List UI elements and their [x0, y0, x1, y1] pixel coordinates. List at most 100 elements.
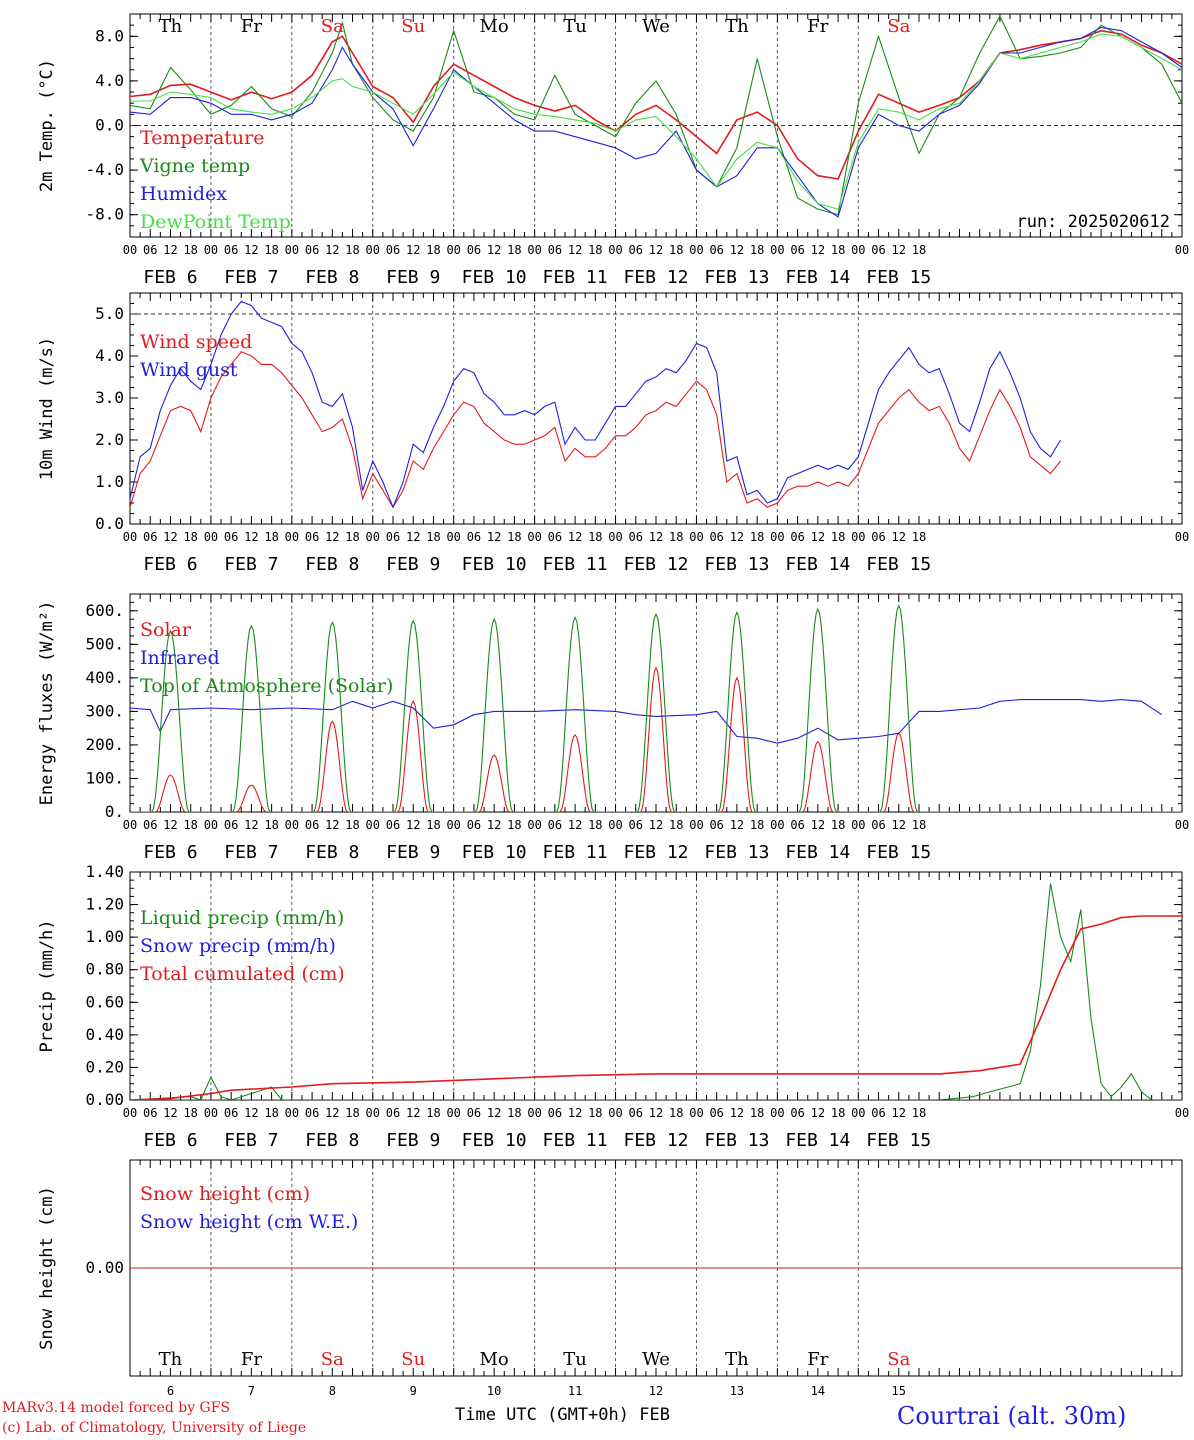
hour-tick-label: 12: [568, 530, 582, 544]
hour-tick-label: 18: [912, 1106, 926, 1120]
hour-tick-label: 12: [406, 243, 420, 257]
hour-tick-label: 00: [366, 243, 380, 257]
hour-tick-label: 06: [386, 1106, 400, 1120]
hour-tick-label: 00: [446, 1106, 460, 1120]
day-number: 11: [568, 1384, 582, 1398]
y-tick-label: 0.0: [95, 116, 124, 135]
hour-tick-label: 12: [244, 818, 258, 832]
plot-frame: [129, 593, 1183, 813]
date-label: FEB 9: [386, 1130, 440, 1151]
hour-tick-label: 06: [709, 1106, 723, 1120]
hour-tick-label: 00: [1175, 243, 1189, 257]
hour-tick-label: 12: [487, 1106, 501, 1120]
hour-tick-label: 18: [912, 530, 926, 544]
date-label: FEB 13: [704, 267, 769, 288]
hour-tick-label: 06: [629, 243, 643, 257]
hour-tick-label: 00: [123, 818, 137, 832]
hour-tick-label: 00: [446, 243, 460, 257]
legend-entry: Wind speed: [140, 331, 252, 353]
legend-entry: Snow height (cm W.E.): [140, 1211, 358, 1233]
hour-tick-label: 06: [629, 530, 643, 544]
weekday-label: Sa: [887, 16, 910, 37]
y-tick-label: 0.20: [85, 1057, 124, 1076]
hour-tick-label: 18: [831, 243, 845, 257]
date-label: FEB 6: [143, 554, 197, 575]
hour-tick-label: 00: [851, 818, 865, 832]
weekday-label: Mo: [480, 16, 509, 37]
weekday-label: We: [642, 1349, 670, 1370]
hour-tick-label: 12: [244, 530, 258, 544]
day-number: 6: [167, 1384, 174, 1398]
hour-tick-label: 18: [426, 1106, 440, 1120]
date-label: FEB 9: [386, 842, 440, 863]
hour-tick-label: 12: [730, 1106, 744, 1120]
hour-tick-label: 00: [689, 243, 703, 257]
series-group: [130, 883, 1182, 1100]
date-label: FEB 13: [704, 842, 769, 863]
hour-tick-label: 12: [487, 243, 501, 257]
weekday-label: Th: [725, 16, 749, 37]
hour-tick-label: 06: [305, 530, 319, 544]
hour-tick-label: 12: [649, 818, 663, 832]
hour-tick-label: 12: [568, 243, 582, 257]
hour-tick-label: 12: [649, 530, 663, 544]
date-label: FEB 7: [224, 267, 278, 288]
hour-tick-label: 18: [750, 818, 764, 832]
weekday-label: Tu: [563, 16, 587, 37]
hour-tick-label: 00: [204, 530, 218, 544]
hour-tick-label: 06: [871, 818, 885, 832]
hour-tick-label: 00: [285, 1106, 299, 1120]
hour-tick-label: 00: [204, 243, 218, 257]
hour-tick-label: 00: [770, 818, 784, 832]
hour-tick-label: 12: [406, 1106, 420, 1120]
hour-tick-label: 18: [507, 530, 521, 544]
hour-tick-label: 06: [871, 1106, 885, 1120]
weekday-label: Th: [725, 1349, 749, 1370]
y-tick-label: 0.00: [85, 1090, 124, 1109]
hour-tick-label: 18: [183, 243, 197, 257]
x-axis-title: Time UTC (GMT+0h) FEB: [455, 1405, 670, 1425]
hour-tick-label: 18: [750, 1106, 764, 1120]
hour-tick-label: 12: [406, 530, 420, 544]
series-line: [130, 300, 1062, 509]
hour-tick-label: 00: [366, 818, 380, 832]
station-label: Courtrai (alt. 30m): [897, 1402, 1127, 1430]
weekday-label: Sa: [321, 1349, 344, 1370]
day-number: 7: [248, 1384, 255, 1398]
hour-tick-label: 00: [608, 530, 622, 544]
date-label: FEB 14: [785, 842, 850, 863]
hour-tick-label: 06: [386, 243, 400, 257]
y-tick-label: -8.0: [85, 205, 124, 224]
date-label: FEB 9: [386, 267, 440, 288]
y-tick-label: 4.0: [95, 71, 124, 90]
hour-tick-label: 18: [426, 243, 440, 257]
hour-tick-label: 18: [912, 243, 926, 257]
hour-tick-label: 18: [831, 818, 845, 832]
hour-tick-label: 06: [548, 818, 562, 832]
hour-tick-label: 00: [608, 1106, 622, 1120]
y-tick-label: 1.00: [85, 927, 124, 946]
date-label: FEB 6: [143, 842, 197, 863]
y-tick-label: 200.: [85, 735, 124, 754]
y-tick-label: 0.0: [95, 514, 124, 533]
hour-tick-label: 12: [325, 1106, 339, 1120]
footer-model-credit: MARv3.14 model forced by GFS: [2, 1400, 231, 1416]
hour-tick-label: 06: [790, 243, 804, 257]
series-line: [130, 26, 1182, 218]
hour-tick-label: 06: [305, 1106, 319, 1120]
y-tick-label: 400.: [85, 668, 124, 687]
hour-tick-label: 12: [730, 818, 744, 832]
hour-tick-label: 18: [912, 818, 926, 832]
hour-tick-label: 06: [143, 818, 157, 832]
date-label: FEB 11: [543, 267, 608, 288]
date-label: FEB 15: [866, 554, 931, 575]
hour-tick-label: 06: [305, 243, 319, 257]
day-number: 14: [811, 1384, 825, 1398]
hour-tick-label: 00: [527, 530, 541, 544]
weekday-label: We: [642, 16, 670, 37]
hour-tick-label: 06: [305, 818, 319, 832]
hour-tick-label: 18: [507, 818, 521, 832]
y-tick-label: 0.60: [85, 992, 124, 1011]
weekday-label: Tu: [563, 1349, 587, 1370]
